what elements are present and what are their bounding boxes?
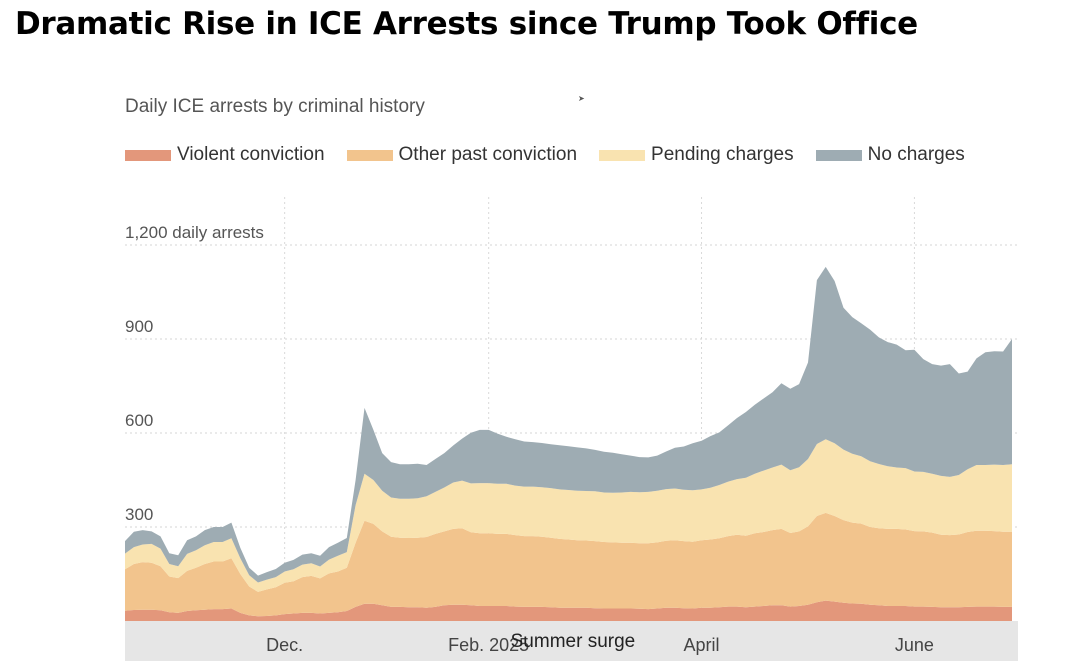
legend-label: Violent conviction <box>177 144 325 165</box>
y-tick-label: 300 <box>125 505 153 524</box>
y-tick-label: 600 <box>125 411 153 430</box>
legend-label: Pending charges <box>651 144 794 165</box>
chart-subtitle: Daily ICE arrests by criminal history <box>125 96 425 117</box>
annotation-summer-surge: Summer surge <box>511 631 636 652</box>
x-axis <box>125 621 1018 661</box>
legend-swatch <box>599 149 646 161</box>
legend-swatch <box>346 149 393 161</box>
axis-labels: Dec. Feb. 2025 April June Summer surge 1,200 … <box>125 223 934 655</box>
area-violent-conviction <box>125 600 1012 621</box>
mouse-cursor-icon: ➤ <box>578 94 585 103</box>
legend-item: No charges <box>815 144 965 166</box>
x-axis-band <box>125 621 1018 661</box>
legend-label: Other past conviction <box>398 144 578 165</box>
legend-swatch <box>815 149 862 161</box>
x-tick-label: June <box>895 635 934 655</box>
x-tick-label: Feb. 2025 <box>448 635 529 655</box>
x-tick-label: April <box>684 635 720 655</box>
area-pending-charges <box>125 439 1012 592</box>
y-tick-label: 1,200 daily arrests <box>125 223 264 242</box>
legend-item: Violent conviction <box>125 144 325 166</box>
area-no-charges <box>125 266 1012 583</box>
legend-item: Other past conviction <box>346 144 578 166</box>
legend-label: No charges <box>867 144 965 165</box>
x-tick-label: Dec. <box>266 635 303 655</box>
area-other-past-conviction <box>125 512 1012 617</box>
legend-swatch <box>125 149 171 161</box>
stacked-areas <box>125 266 1012 621</box>
y-tick-label: 900 <box>125 317 153 336</box>
page-title: Dramatic Rise in ICE Arrests since Trump… <box>15 6 918 42</box>
chart-legend: Violent conviction Other past conviction P… <box>125 143 987 167</box>
legend-item: Pending charges <box>599 144 794 166</box>
